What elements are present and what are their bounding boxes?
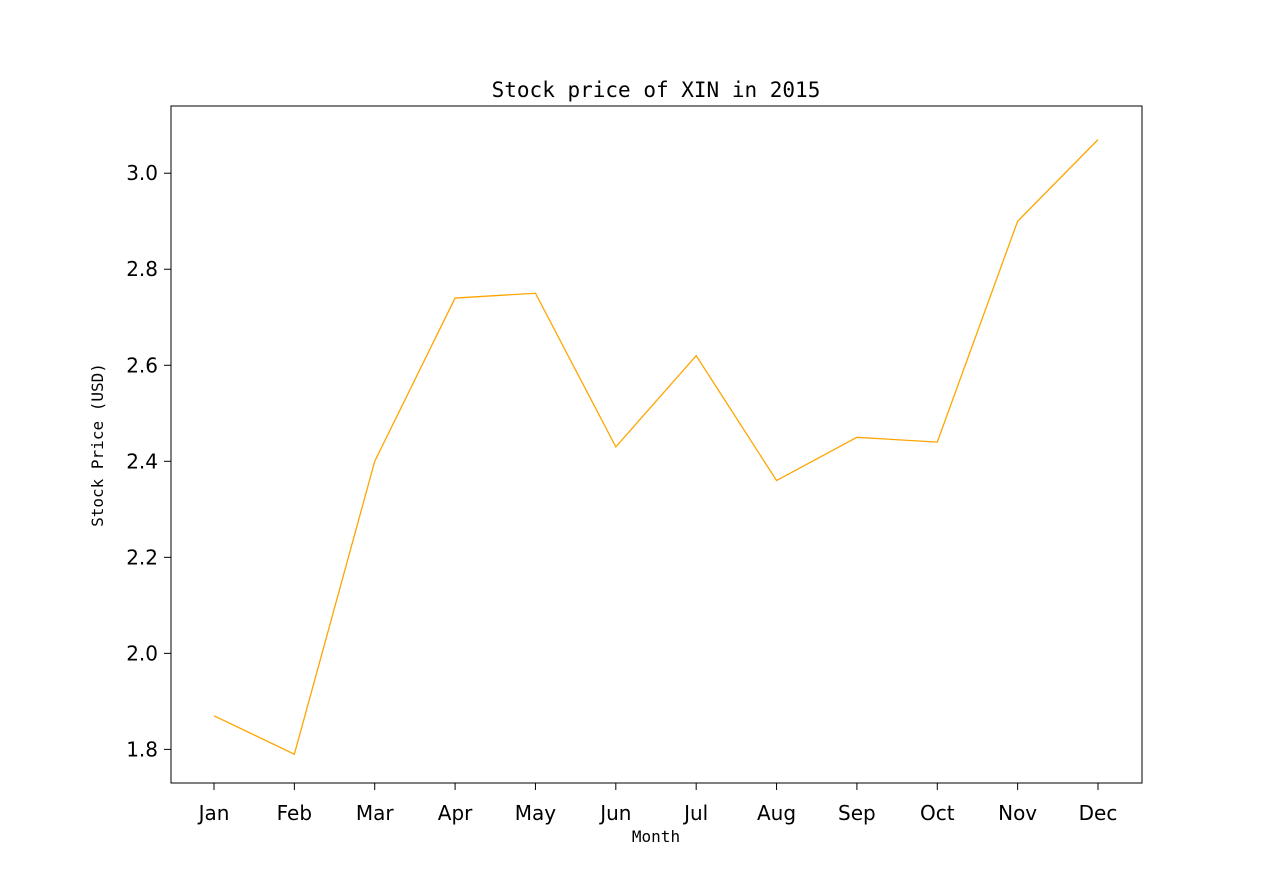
y-axis: 1.8 2.0 2.2 2.4 2.6 2.8 3.0	[126, 161, 171, 761]
x-tick-label: Jun	[598, 801, 631, 825]
y-tick-label: 2.4	[126, 449, 158, 473]
y-tick-label: 2.2	[126, 545, 158, 569]
x-tick-label: Apr	[438, 801, 473, 825]
x-tick-label: Jan	[197, 801, 230, 825]
series-line	[213, 139, 1099, 756]
chart-title: Stock price of XIN in 2015	[492, 78, 821, 102]
y-tick-label: 1.8	[126, 737, 158, 761]
plot-area	[170, 105, 1143, 784]
x-tick-label: Jul	[682, 801, 708, 825]
x-tick-label: May	[515, 801, 557, 825]
x-tick-label: Dec	[1079, 801, 1118, 825]
x-tick-label: Feb	[277, 801, 312, 825]
y-tick-label: 2.0	[126, 641, 158, 665]
x-tick-label: Aug	[757, 801, 796, 825]
x-tick-label: Nov	[998, 801, 1037, 825]
x-axis: Jan Feb Mar Apr May Jun Jul Aug Sep Oct Nov Dec	[197, 783, 1118, 825]
x-tick-label: Oct	[920, 801, 955, 825]
y-tick-label: 2.8	[126, 257, 158, 281]
y-tick-label: 3.0	[126, 161, 158, 185]
y-axis-label: Stock Price (USD)	[88, 363, 107, 527]
x-tick-label: Sep	[838, 801, 876, 825]
series-layer	[213, 139, 1099, 756]
x-axis-label: Month	[632, 827, 680, 846]
x-tick-label: Mar	[356, 801, 395, 825]
y-tick-label: 2.6	[126, 353, 158, 377]
